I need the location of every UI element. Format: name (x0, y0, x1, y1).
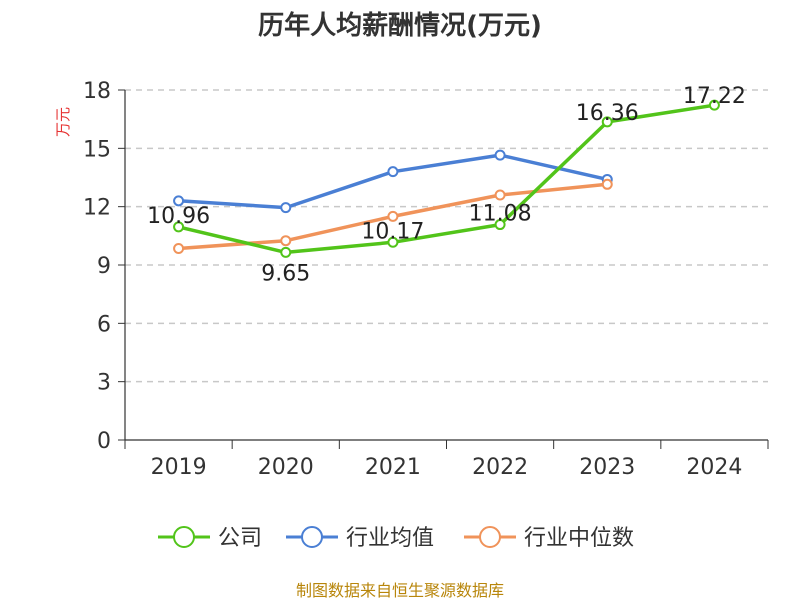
data-point (280, 235, 292, 247)
data-point (173, 195, 185, 207)
legend-label: 行业中位数 (524, 526, 634, 551)
data-point (494, 189, 506, 201)
y-tick-label: 12 (83, 196, 111, 221)
x-tick-label: 2020 (258, 455, 314, 480)
data-point (387, 210, 399, 222)
data-label: 10.17 (361, 219, 424, 244)
y-tick-label: 3 (97, 371, 111, 396)
x-tick-label: 2019 (151, 455, 207, 480)
data-point (280, 246, 292, 258)
y-tick-label: 6 (97, 312, 111, 337)
data-labels: 10.96 9.65 10.17 11.08 16.36 17.22 (147, 84, 746, 286)
data-point (494, 149, 506, 161)
y-tick-label: 9 (97, 254, 111, 279)
series-line-0 (178, 103, 715, 255)
data-point (708, 99, 720, 111)
legend-label: 公司 (218, 526, 262, 551)
data-point (601, 178, 613, 190)
x-tick-label: 2021 (365, 455, 421, 480)
data-label: 9.65 (261, 261, 310, 286)
legend-item-0[interactable]: 公司 (158, 526, 262, 551)
data-point (387, 236, 399, 248)
source-note: 制图数据来自恒生聚源数据库 (296, 581, 504, 600)
legend-label: 行业均值 (346, 526, 434, 551)
series-group (173, 99, 720, 258)
legend-marker (479, 526, 501, 548)
data-point (601, 116, 613, 128)
data-point (387, 166, 399, 178)
data-label: 10.96 (147, 204, 210, 229)
data-point (494, 219, 506, 231)
data-point (173, 221, 185, 233)
chart-title: 历年人均薪酬情况(万元) (258, 10, 542, 41)
data-label: 16.36 (576, 101, 639, 126)
x-tick-label: 2022 (472, 455, 528, 480)
axes: 0 3 6 9 12 15 18 2019 2020 2021 2022 2023 2024 (83, 79, 769, 480)
legend-item-2[interactable]: 行业中位数 (464, 526, 634, 551)
data-label: 11.08 (469, 202, 532, 227)
y-tick-label: 18 (83, 79, 111, 104)
legend-marker (301, 526, 323, 548)
legend-item-1[interactable]: 行业均值 (286, 526, 434, 551)
data-label: 17.22 (683, 84, 746, 109)
y-axis-label: 万元 (54, 107, 72, 137)
y-tick-label: 15 (83, 137, 111, 162)
data-point (173, 242, 185, 254)
x-tick-label: 2024 (686, 455, 742, 480)
legend-marker (173, 526, 195, 548)
y-tick-label: 0 (97, 429, 111, 454)
legend[interactable]: 公司 行业均值 行业中位数 (158, 526, 634, 551)
x-tick-label: 2023 (579, 455, 635, 480)
data-point (280, 202, 292, 214)
